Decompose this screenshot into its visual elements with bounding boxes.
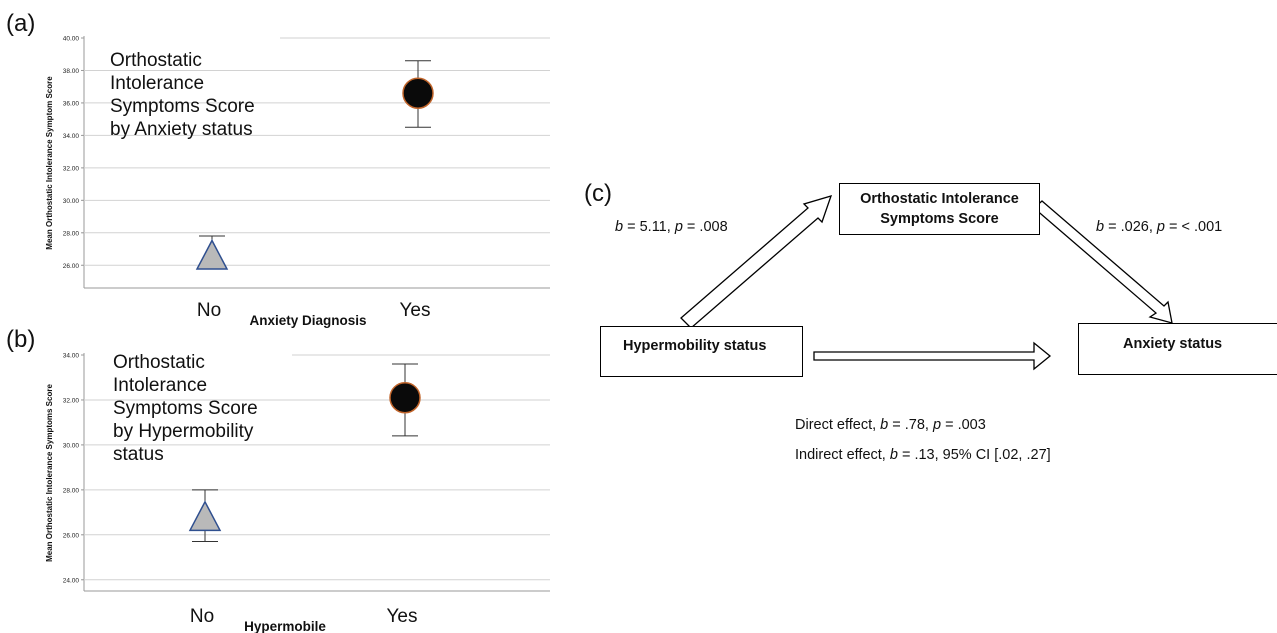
chart-title-line: Symptoms Score: [113, 398, 258, 419]
x-axis-label: Hypermobile: [244, 619, 326, 633]
path-b-coef: b = .026, p = < .001: [1096, 219, 1223, 235]
predictor-label: Hypermobility status: [623, 338, 767, 354]
predictor-box: Hypermobility status: [600, 326, 803, 377]
arrow-a-icon: [680, 195, 833, 329]
y-tick-label: 36.00: [63, 100, 80, 107]
y-tick-label: 30.00: [63, 442, 80, 449]
y-tick-label: 26.00: [63, 263, 80, 270]
x-category-label: Yes: [400, 300, 431, 321]
mediator-box: Orthostatic Intolerance Symptoms Score: [839, 183, 1040, 235]
chart-title-line: by Hypermobility: [113, 421, 254, 442]
mean-point-triangle: [188, 500, 222, 532]
y-tick-label: 40.00: [63, 36, 80, 43]
y-tick-label: 34.00: [63, 353, 80, 360]
y-tick-label: 32.00: [63, 165, 80, 172]
path-a-coef: b = 5.11, p = .008: [615, 219, 728, 235]
y-tick-label: 34.00: [63, 133, 80, 140]
y-axis-label: Mean Orthostatic Intolerance Symptom Sco…: [45, 76, 54, 250]
chart-title-line: Orthostatic: [113, 352, 205, 373]
chart-a: 26.00 28.00 30.00 32.00 34.00 36.00 38.00 40.00…: [45, 36, 550, 328]
chart-title-line: by Anxiety status: [110, 119, 253, 140]
chart-title-line: Orthostatic: [110, 50, 202, 71]
y-tick-label: 32.00: [63, 397, 80, 404]
direct-effect-text: Direct effect, b = .78, p = .003: [795, 417, 986, 433]
mediator-label-line1: Orthostatic Intolerance: [860, 191, 1019, 207]
panel-a-label: (a): [6, 10, 36, 37]
y-axis-label: Mean Orthostatic Intolerance Symptoms Sc…: [45, 384, 54, 562]
y-tick-label: 30.00: [63, 198, 80, 205]
chart-title-line: status: [113, 444, 164, 465]
chart-title-line: Intolerance: [113, 375, 207, 396]
chart-b: 24.00 26.00 28.00 30.00 32.00 34.00 Mean Ortho…: [45, 352, 550, 633]
mean-point-circle: [402, 77, 434, 109]
mediator-label-line2: Symptoms Score: [880, 211, 999, 227]
y-tick-label: 24.00: [63, 577, 80, 584]
y-tick-label: 28.00: [63, 487, 80, 494]
y-tick-label: 26.00: [63, 532, 80, 539]
outcome-box: Anxiety status: [1078, 323, 1277, 375]
chart-title-line: Intolerance: [110, 73, 204, 94]
x-axis-label: Anxiety Diagnosis: [249, 313, 366, 328]
panel-b-label: (b): [6, 326, 36, 353]
indirect-effect-text: Indirect effect, b = .13, 95% CI [.02, .…: [795, 447, 1051, 463]
y-tick-label: 28.00: [63, 230, 80, 237]
x-category-label: No: [197, 300, 221, 321]
mean-point-circle: [389, 381, 421, 414]
x-category-label: No: [190, 606, 214, 627]
arrow-direct-icon: [813, 341, 1052, 371]
chart-title-line: Symptoms Score: [110, 96, 255, 117]
arrow-b-icon: [1033, 200, 1173, 324]
x-category-label: Yes: [387, 606, 418, 627]
mean-point-triangle: [195, 238, 229, 270]
panel-c-label: (c): [584, 180, 612, 207]
y-tick-label: 38.00: [63, 68, 80, 75]
mediation-diagram: [680, 195, 1173, 371]
outcome-label: Anxiety status: [1123, 336, 1223, 352]
